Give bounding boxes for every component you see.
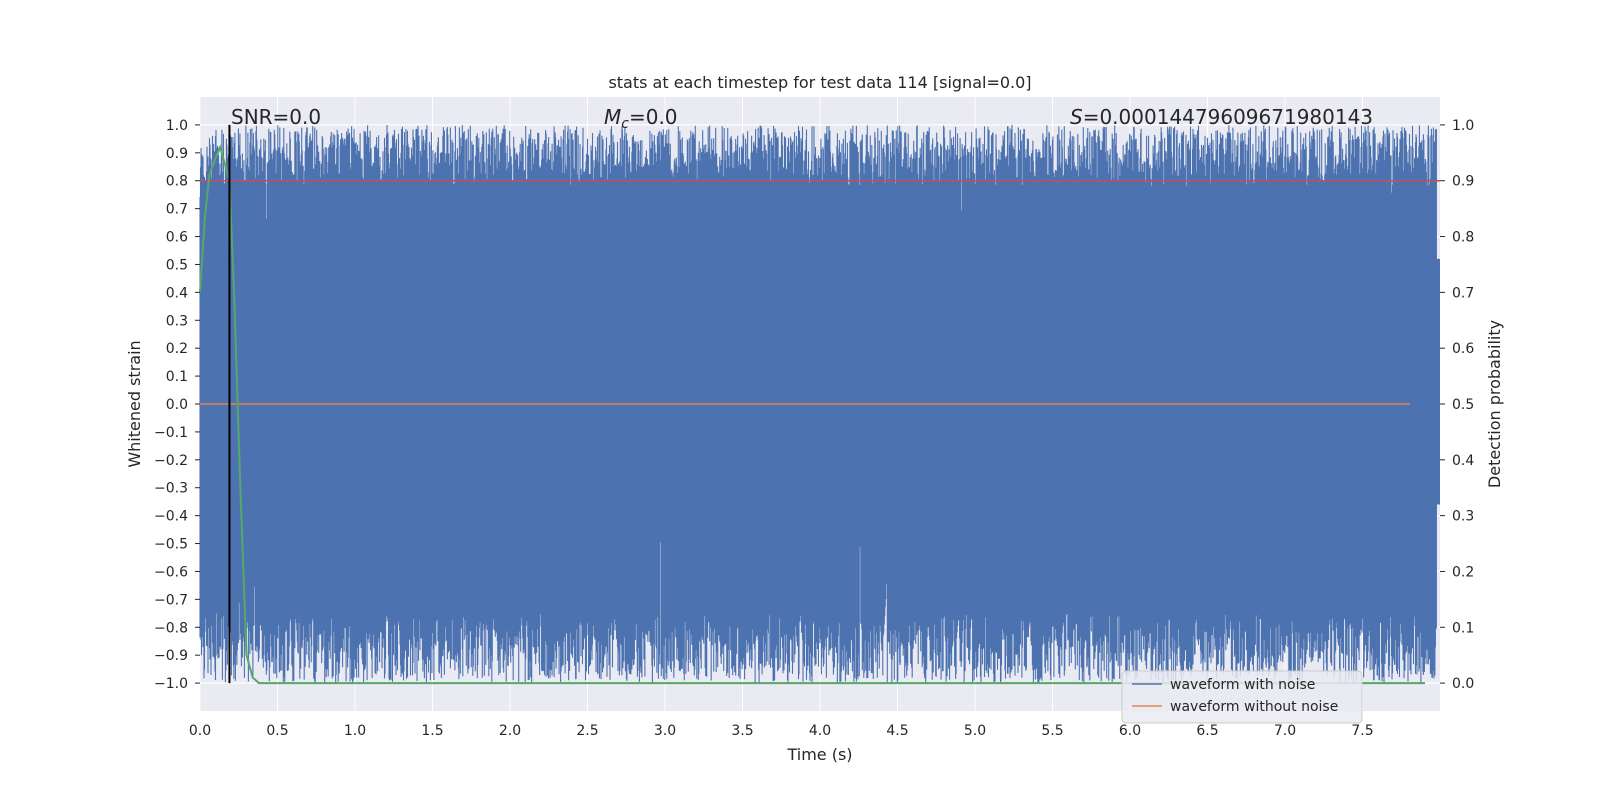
x-tick-label: 7.0	[1274, 723, 1296, 739]
left-y-tick-label: 0.0	[166, 397, 188, 413]
left-y-tick-label: −0.5	[154, 537, 188, 553]
x-tick-label: 4.5	[886, 723, 908, 739]
right-y-axis-ticks: 1.0 0.9 0.8 0.7 0.6 0.5 0.4 0.3 0.2 0.1 0.0	[1440, 118, 1474, 692]
left-y-tick-label: 1.0	[166, 118, 188, 134]
right-y-tick-label: 1.0	[1452, 118, 1474, 134]
x-axis-label: Time (s)	[786, 745, 852, 764]
right-y-tick-label: 0.6	[1452, 341, 1474, 357]
left-y-tick-label: −1.0	[154, 676, 188, 692]
legend-label-noise: waveform with noise	[1170, 677, 1315, 693]
left-y-tick-label: −0.1	[154, 425, 188, 441]
series-waveform-with-noise	[199, 124, 1440, 683]
left-y-tick-label: 0.8	[166, 174, 188, 190]
chirp-mass-subscript: c	[621, 116, 629, 132]
left-y-tick-label: −0.6	[154, 564, 188, 580]
x-tick-label: 5.0	[964, 723, 986, 739]
left-y-tick-label: −0.9	[154, 648, 188, 664]
right-y-tick-label: 0.5	[1452, 397, 1474, 413]
right-y-tick-label: 0.9	[1452, 174, 1474, 190]
right-y-tick-label: 0.0	[1452, 676, 1474, 692]
left-y-tick-label: 0.2	[166, 341, 188, 357]
left-y-tick-label: 0.4	[166, 285, 188, 301]
legend-label-clean: waveform without noise	[1170, 699, 1338, 715]
x-tick-label: 2.5	[576, 723, 598, 739]
left-y-tick-label: 0.9	[166, 146, 188, 162]
left-y-tick-label: 0.5	[166, 257, 188, 273]
x-axis-ticks: 0.0 0.5 1.0 1.5 2.0 2.5 3.0 3.5 4.0 4.5 5.0 5.5 6.0 6…	[189, 723, 1374, 739]
left-y-tick-label: 0.7	[166, 202, 188, 218]
right-y-tick-label: 0.3	[1452, 509, 1474, 525]
left-y-tick-label: −0.4	[154, 509, 188, 525]
legend-box	[1121, 670, 1363, 724]
chart-title: stats at each timestep for test data 114…	[608, 73, 1031, 92]
x-tick-label: 1.0	[344, 723, 366, 739]
right-y-tick-label: 0.2	[1452, 564, 1474, 580]
x-tick-label: 6.5	[1196, 723, 1218, 739]
x-tick-label: 3.5	[731, 723, 753, 739]
x-tick-label: 0.0	[189, 723, 211, 739]
right-y-tick-label: 0.7	[1452, 285, 1474, 301]
right-y-axis-label: Detection probability	[1485, 320, 1504, 488]
x-tick-label: 2.0	[499, 723, 521, 739]
s-annotation: S=0.00014479609671980143	[1070, 105, 1373, 129]
snr-annotation: SNR=0.0	[231, 105, 321, 129]
left-y-tick-label: −0.7	[154, 592, 188, 608]
x-tick-label: 5.5	[1041, 723, 1063, 739]
chirp-mass-value: =0.0	[629, 105, 678, 129]
chirp-mass-annotation: Mc=0.0	[604, 105, 678, 132]
right-y-tick-label: 0.8	[1452, 230, 1474, 246]
chirp-mass-symbol: M	[604, 105, 621, 129]
left-y-tick-label: 0.6	[166, 230, 188, 246]
right-y-tick-label: 0.4	[1452, 453, 1474, 469]
noise-trace	[199, 124, 1437, 683]
s-value: =0.00014479609671980143	[1083, 105, 1373, 129]
left-y-tick-label: 0.1	[166, 369, 188, 385]
legend: waveform with noise waveform without noi…	[1121, 670, 1363, 724]
left-y-axis-ticks: 1.0 0.9 0.8 0.7 0.6 0.5 0.4 0.3 0.2 0.1 0.0 −0.1 −0.…	[154, 118, 200, 692]
x-tick-label: 1.5	[421, 723, 443, 739]
left-y-tick-label: −0.3	[154, 481, 188, 497]
right-y-tick-label: 0.1	[1452, 620, 1474, 636]
x-tick-label: 3.0	[654, 723, 676, 739]
left-y-axis-label: Whitened strain	[125, 340, 144, 467]
left-y-tick-label: 0.3	[166, 313, 188, 329]
left-y-tick-label: −0.8	[154, 620, 188, 636]
x-tick-label: 6.0	[1119, 723, 1141, 739]
x-tick-label: 7.5	[1351, 723, 1373, 739]
x-tick-label: 0.5	[266, 723, 288, 739]
x-tick-label: 4.0	[809, 723, 831, 739]
left-y-tick-label: −0.2	[154, 453, 188, 469]
s-symbol: S	[1070, 105, 1083, 129]
